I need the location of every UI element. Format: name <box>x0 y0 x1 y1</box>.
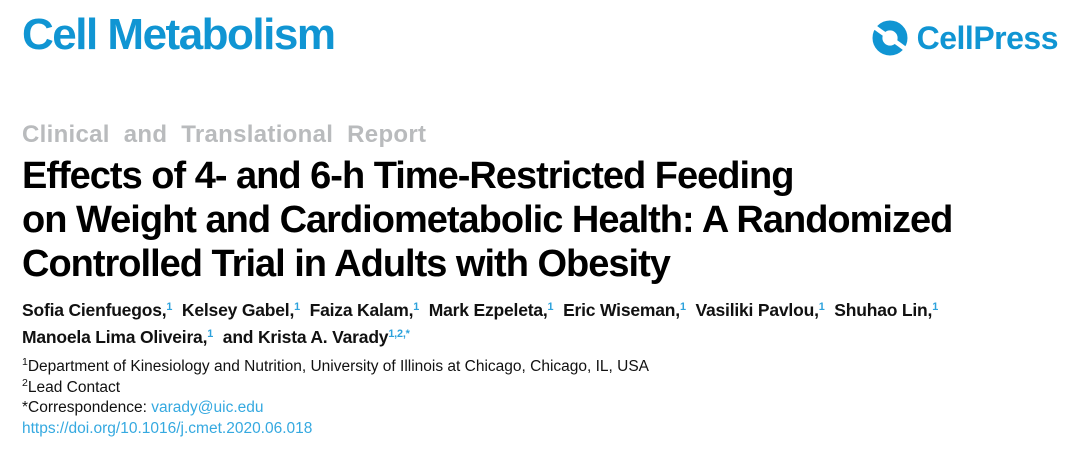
masthead: Cell Metabolism CellPress <box>22 10 1059 59</box>
lead-contact-text: Lead Contact <box>27 378 121 396</box>
author-name: Shuhao Lin, <box>834 300 933 321</box>
author-affiliation-sup: 1 <box>679 301 686 314</box>
author-name: Vasiliki Pavlou, <box>695 300 819 321</box>
author: Kelsey Gabel,1 <box>182 300 300 320</box>
section-label: Clinical and Translational Report <box>22 121 427 149</box>
correspondence-email-link[interactable]: varady@uic.edu <box>151 399 264 417</box>
article-title-line: Effects of 4- and 6-h Time-Restricted Fe… <box>22 155 794 198</box>
author-list: Sofia Cienfuegos,1 Kelsey Gabel,1 Faiza … <box>22 297 1058 351</box>
author: Faiza Kalam,1 <box>309 300 420 321</box>
author-affiliation-sup: 1 <box>547 301 554 314</box>
author-affiliation-sup: 1,2,* <box>388 328 410 341</box>
author: Shuhao Lin,1 <box>834 300 938 320</box>
cellpress-swirl-icon <box>871 19 909 57</box>
author-name: and Krista A. Varady <box>222 327 389 348</box>
article-title-line: Controlled Trial in Adults with Obesity <box>22 243 671 286</box>
author: Sofia Cienfuegos,1 <box>22 300 172 320</box>
author-name: Eric Wiseman, <box>563 300 680 321</box>
article-title-line: on Weight and Cardiometabolic Health: A … <box>22 199 953 242</box>
footnote-sup: 1 <box>22 356 28 369</box>
author-affiliation-sup: 1 <box>166 301 173 314</box>
author-name: Kelsey Gabel, <box>181 300 295 321</box>
doi-note: https://doi.org/10.1016/j.cmet.2020.06.0… <box>22 419 1058 440</box>
author-affiliation-sup: 1 <box>294 301 300 314</box>
author-name: Manoela Lima Oliveira, <box>22 327 208 348</box>
author-affiliation-sup: 1 <box>207 328 214 341</box>
footnotes: 1Department of Kinesiology and Nutrition… <box>22 357 1058 439</box>
doi-link[interactable]: https://doi.org/10.1016/j.cmet.2020.06.0… <box>22 419 313 437</box>
author-name: Faiza Kalam, <box>309 300 414 321</box>
affiliation-1: 1Department of Kinesiology and Nutrition… <box>22 357 1058 378</box>
author: and Krista A. Varady1,2,* <box>223 327 410 347</box>
correspondence-note: *Correspondence: varady@uic.edu <box>22 398 1058 419</box>
author-line-2: Manoela Lima Oliveira,1 and Krista A. Va… <box>22 324 1058 351</box>
journal-title: Cell Metabolism <box>22 10 336 59</box>
author-affiliation-sup: 1 <box>818 301 825 314</box>
author-affiliation-sup: 1 <box>932 301 939 314</box>
article-title: Effects of 4- and 6-h Time-Restricted Fe… <box>22 154 1058 286</box>
author: Eric Wiseman,1 <box>563 300 686 320</box>
affiliation-text: Department of Kinesiology and Nutrition,… <box>27 358 650 376</box>
author: Vasiliki Pavlou,1 <box>695 300 824 320</box>
author: Manoela Lima Oliveira,1 <box>22 327 213 347</box>
author-name: Mark Ezpeleta, <box>428 300 548 321</box>
author-affiliation-sup: 1 <box>413 301 420 314</box>
author-line-1: Sofia Cienfuegos,1 Kelsey Gabel,1 Faiza … <box>22 297 1058 324</box>
publisher-name: CellPress <box>916 19 1059 56</box>
lead-contact-note: 2Lead Contact <box>22 378 1058 399</box>
publisher-logo: CellPress <box>871 19 1059 57</box>
author-name: Sofia Cienfuegos, <box>22 300 167 321</box>
correspondence-label: *Correspondence: <box>22 399 152 417</box>
footnote-sup: 2 <box>22 376 28 389</box>
author: Mark Ezpeleta,1 <box>429 300 554 320</box>
